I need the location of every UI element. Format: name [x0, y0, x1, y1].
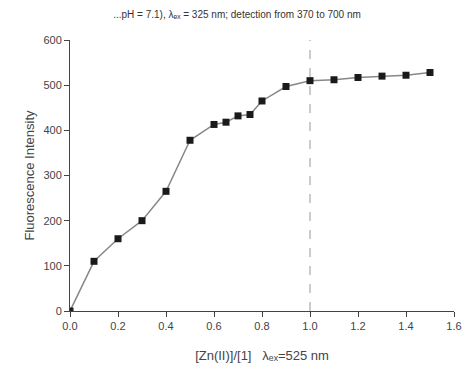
svg-text:1.2: 1.2 — [350, 320, 365, 332]
svg-text:[Zn(II)]/[1] λₑₓ=525 nm: [Zn(II)]/[1] λₑₓ=525 nm — [195, 348, 329, 363]
svg-text:0.8: 0.8 — [254, 320, 269, 332]
svg-text:0.2: 0.2 — [110, 320, 125, 332]
svg-text:0: 0 — [56, 305, 62, 317]
svg-text:300: 300 — [43, 169, 61, 181]
svg-text:1.4: 1.4 — [398, 320, 413, 332]
svg-text:0.4: 0.4 — [158, 320, 173, 332]
svg-text:...pH = 7.1), λₑₓ = 325 nm; de: ...pH = 7.1), λₑₓ = 325 nm; detection fr… — [113, 9, 361, 20]
svg-text:0.6: 0.6 — [206, 320, 221, 332]
svg-text:600: 600 — [43, 34, 61, 46]
svg-text:200: 200 — [43, 215, 61, 227]
svg-text:100: 100 — [43, 260, 61, 272]
svg-text:400: 400 — [43, 124, 61, 136]
svg-text:1.6: 1.6 — [446, 320, 461, 332]
svg-text:0.0: 0.0 — [62, 320, 77, 332]
svg-text:Fluorescence Intensity: Fluorescence Intensity — [22, 110, 37, 241]
svg-text:1.0: 1.0 — [302, 320, 317, 332]
svg-text:500: 500 — [43, 79, 61, 91]
